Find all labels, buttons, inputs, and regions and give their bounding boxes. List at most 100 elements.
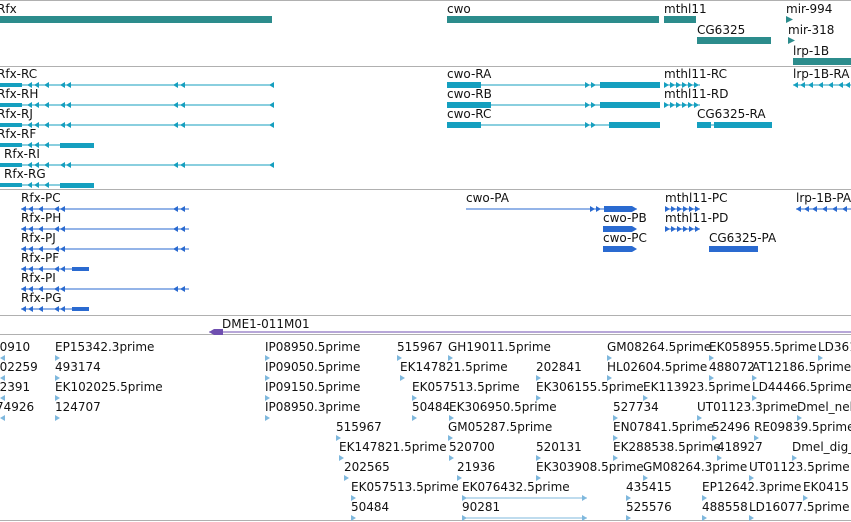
est-feature[interactable] <box>613 435 618 441</box>
protein-cg6325-pa[interactable] <box>709 246 758 252</box>
transcript-cg6325-ra[interactable] <box>697 122 772 128</box>
transcript-cwo-ra[interactable] <box>447 82 660 88</box>
est-feature[interactable] <box>792 455 797 461</box>
est-feature[interactable] <box>709 355 714 361</box>
est-feature[interactable] <box>712 435 717 441</box>
transcript-rfx-rj[interactable] <box>0 122 274 128</box>
est-feature[interactable] <box>448 435 453 441</box>
transcript-cwo-rc[interactable] <box>447 122 660 128</box>
est-feature[interactable] <box>339 455 344 461</box>
est-feature[interactable] <box>412 395 417 401</box>
est-feature[interactable] <box>449 415 454 421</box>
gene-mir-318[interactable] <box>788 37 795 44</box>
est-feature[interactable] <box>0 375 5 381</box>
est-feature[interactable] <box>336 435 341 441</box>
transcript-mthl11-rc[interactable] <box>664 82 700 88</box>
protein-rfx-pc[interactable] <box>21 206 189 212</box>
est-feature[interactable] <box>536 455 541 461</box>
est-feature[interactable] <box>55 395 60 401</box>
protein-rfx-pi[interactable] <box>21 286 189 292</box>
est-feature[interactable] <box>536 395 541 401</box>
est-feature[interactable] <box>0 395 5 401</box>
est-feature[interactable] <box>749 475 754 481</box>
est-feature[interactable] <box>351 495 356 501</box>
protein-mthl11-pd[interactable] <box>665 226 700 232</box>
gene-cg6325[interactable] <box>697 37 771 44</box>
gene-lrp-1b[interactable] <box>793 58 851 65</box>
est-feature[interactable] <box>397 355 402 361</box>
est-feature[interactable] <box>643 395 648 401</box>
est-feature[interactable] <box>643 475 648 481</box>
gene-cwo[interactable] <box>447 16 659 23</box>
protein-rfx-ph[interactable] <box>21 226 189 232</box>
protein-lrp-1b-pa[interactable] <box>796 206 851 212</box>
protein-cwo-pb[interactable] <box>603 226 637 232</box>
est-feature[interactable] <box>702 495 707 501</box>
gene-mir-994[interactable] <box>786 16 793 23</box>
est-feature[interactable] <box>607 375 612 381</box>
est-label: 488072 <box>709 360 755 374</box>
est-feature[interactable] <box>797 415 802 421</box>
est-feature[interactable] <box>709 375 714 381</box>
est-feature[interactable] <box>265 375 270 381</box>
transcript-label-cwo-rc: cwo-RC <box>447 107 491 121</box>
protein-rfx-pg[interactable] <box>21 306 89 312</box>
est-feature[interactable] <box>448 355 453 361</box>
transcript-rfx-ri[interactable] <box>0 162 274 168</box>
est-feature[interactable] <box>462 515 587 521</box>
gene-mthl11[interactable] <box>664 16 696 23</box>
transcript-rfx-rf[interactable] <box>0 142 94 148</box>
est-label: 90281 <box>462 500 500 514</box>
transcript-label-mthl11-rd: mthl11-RD <box>664 87 729 101</box>
est-feature[interactable] <box>626 495 631 501</box>
protein-cwo-pc[interactable] <box>603 246 637 252</box>
est-feature[interactable] <box>536 375 541 381</box>
est-feature[interactable] <box>55 415 60 421</box>
est-feature[interactable] <box>717 455 722 461</box>
est-feature[interactable] <box>351 515 356 521</box>
est-feature[interactable] <box>55 355 60 361</box>
transcript-lrp-1b-ra[interactable] <box>793 82 851 88</box>
transcript-rfx-rh[interactable] <box>0 102 274 108</box>
est-feature[interactable] <box>607 355 612 361</box>
est-feature[interactable] <box>412 415 417 421</box>
est-feature[interactable] <box>749 515 754 521</box>
gene-rfx[interactable] <box>0 16 272 23</box>
est-feature[interactable] <box>803 495 808 501</box>
protein-rfx-pj[interactable] <box>21 246 189 252</box>
oligo-dme1-011m01[interactable] <box>209 329 851 335</box>
est-feature[interactable] <box>265 415 270 421</box>
est-feature[interactable] <box>697 415 702 421</box>
est-feature[interactable] <box>55 375 60 381</box>
est-feature[interactable] <box>265 355 270 361</box>
gene-label-mthl11: mthl11 <box>664 2 707 16</box>
est-feature[interactable] <box>344 475 349 481</box>
est-feature[interactable] <box>0 355 5 361</box>
est-feature[interactable] <box>626 515 631 521</box>
est-label: 50484 <box>351 500 389 514</box>
protein-mthl11-pc[interactable] <box>665 206 700 212</box>
transcript-label-mthl11-rc: mthl11-RC <box>664 67 727 81</box>
est-feature[interactable] <box>752 395 757 401</box>
est-feature[interactable] <box>449 455 454 461</box>
est-feature[interactable] <box>536 475 541 481</box>
est-feature[interactable] <box>754 435 759 441</box>
transcript-rfx-rg[interactable] <box>0 182 94 188</box>
protein-rfx-pf[interactable] <box>21 266 89 272</box>
est-feature[interactable] <box>818 355 823 361</box>
est-feature[interactable] <box>613 415 618 421</box>
est-feature[interactable] <box>400 375 405 381</box>
est-feature[interactable] <box>462 495 587 501</box>
est-feature[interactable] <box>265 395 270 401</box>
transcript-cwo-rb[interactable] <box>447 102 660 108</box>
est-feature[interactable] <box>752 375 757 381</box>
est-feature[interactable] <box>0 415 5 421</box>
protein-cwo-pa[interactable] <box>466 206 637 212</box>
est-feature[interactable] <box>702 515 707 521</box>
transcript-mthl11-rd[interactable] <box>664 102 700 108</box>
est-feature[interactable] <box>613 455 618 461</box>
est-feature[interactable] <box>457 475 462 481</box>
est-label: IP08950.3prime <box>265 400 360 414</box>
est-label: EK113923.5prime <box>643 380 751 394</box>
transcript-rfx-rc[interactable] <box>0 82 274 88</box>
